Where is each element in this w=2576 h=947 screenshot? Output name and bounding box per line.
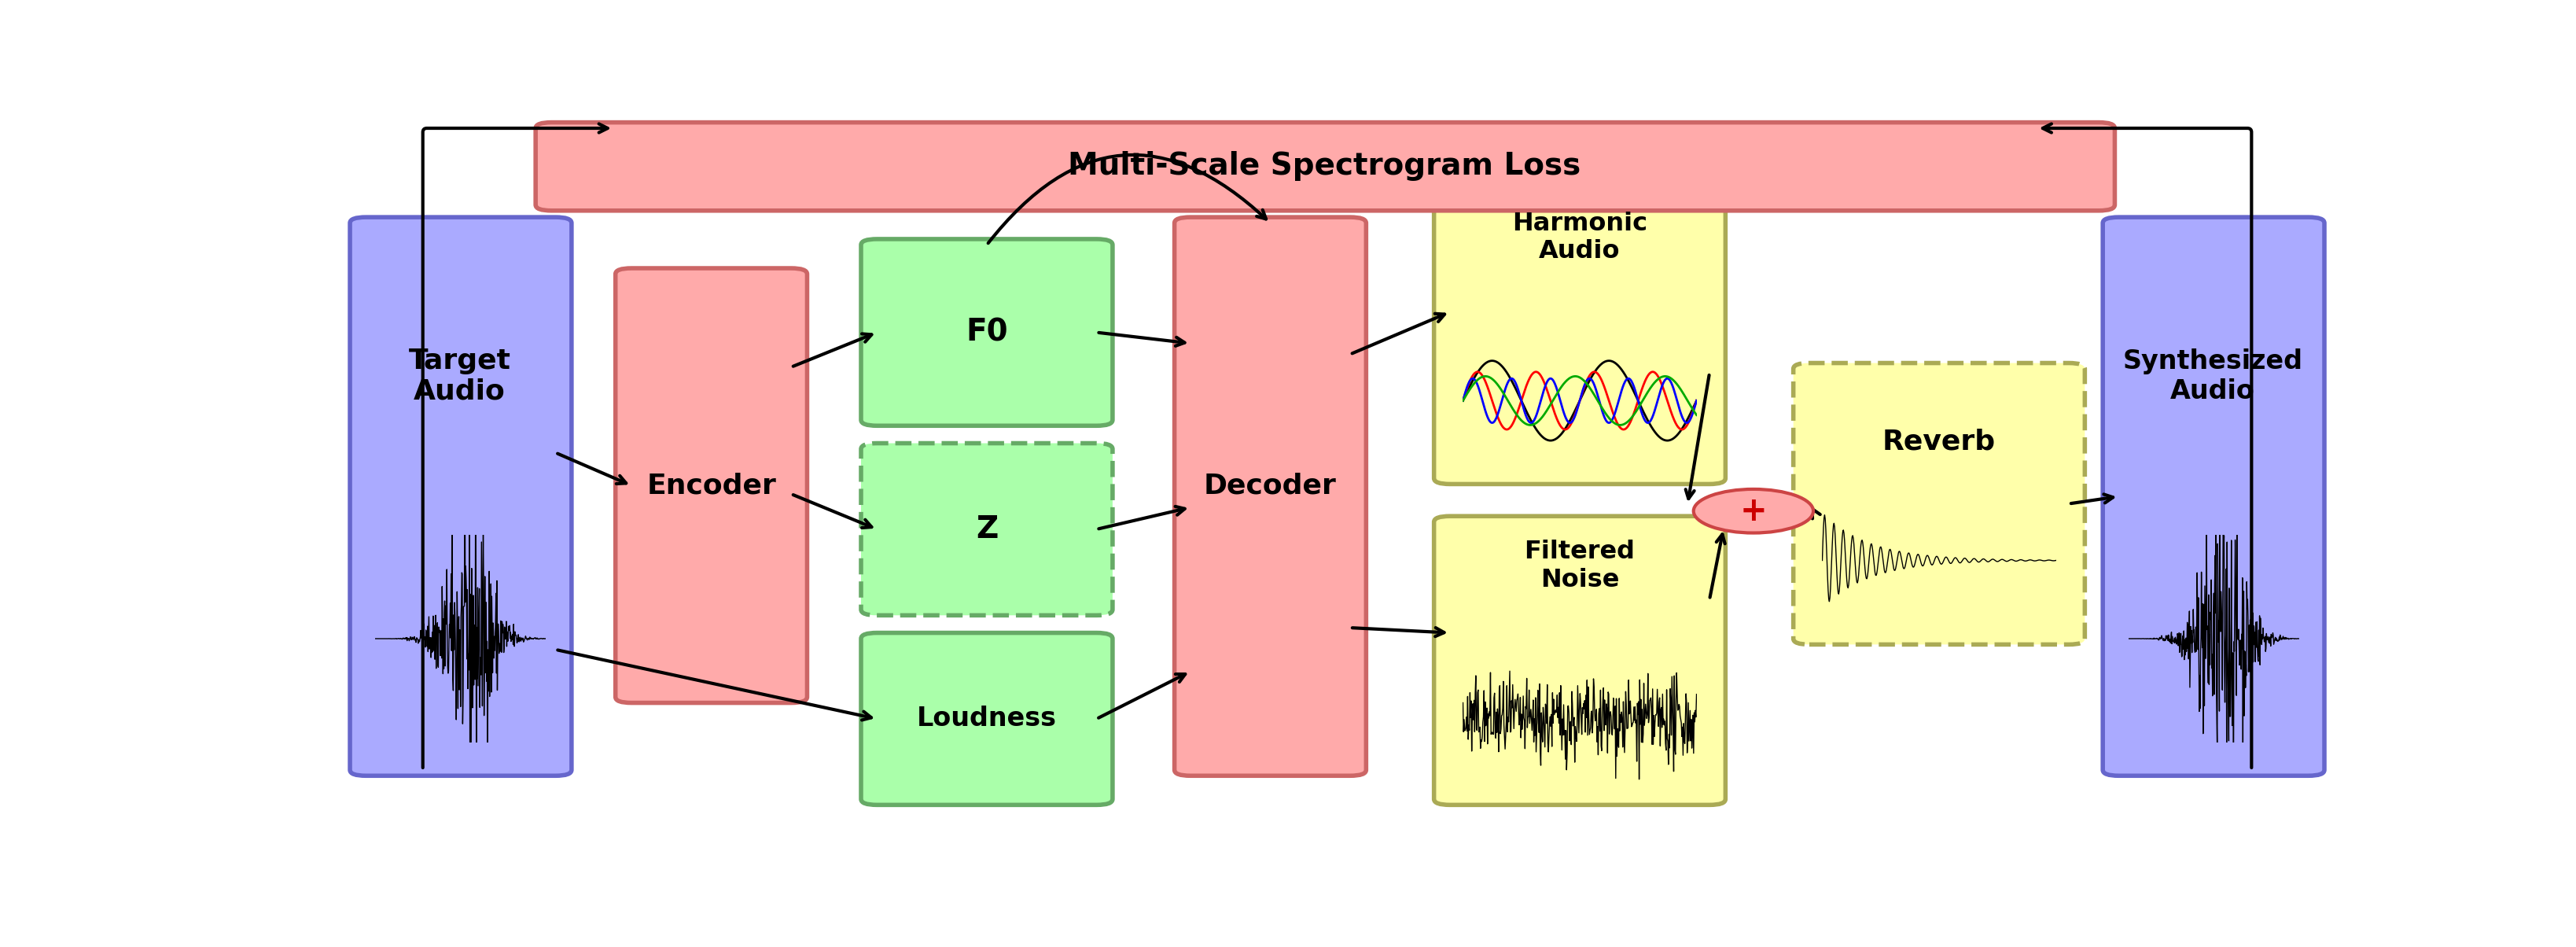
Text: Z: Z xyxy=(976,514,997,545)
FancyBboxPatch shape xyxy=(350,217,572,776)
FancyBboxPatch shape xyxy=(860,443,1113,616)
FancyBboxPatch shape xyxy=(536,122,2115,210)
Text: Loudness: Loudness xyxy=(917,706,1056,732)
FancyBboxPatch shape xyxy=(1435,516,1726,805)
FancyBboxPatch shape xyxy=(1793,363,2084,645)
FancyBboxPatch shape xyxy=(1435,195,1726,484)
Text: F0: F0 xyxy=(966,317,1007,348)
Text: Synthesized
Audio: Synthesized Audio xyxy=(2123,348,2303,404)
Text: Harmonic
Audio: Harmonic Audio xyxy=(1512,211,1649,264)
Text: Multi-Scale Spectrogram Loss: Multi-Scale Spectrogram Loss xyxy=(1069,152,1582,181)
Text: Reverb: Reverb xyxy=(1883,428,1996,456)
Circle shape xyxy=(1692,490,1814,533)
FancyArrowPatch shape xyxy=(989,155,1265,243)
FancyBboxPatch shape xyxy=(860,633,1113,805)
Text: Filtered
Noise: Filtered Noise xyxy=(1525,540,1636,592)
FancyBboxPatch shape xyxy=(2102,217,2324,776)
Text: +: + xyxy=(1739,494,1767,527)
FancyBboxPatch shape xyxy=(616,268,806,703)
Text: Decoder: Decoder xyxy=(1203,473,1337,499)
FancyBboxPatch shape xyxy=(860,239,1113,426)
FancyBboxPatch shape xyxy=(1175,217,1365,776)
Text: Encoder: Encoder xyxy=(647,473,775,499)
Text: Target
Audio: Target Audio xyxy=(410,348,510,405)
